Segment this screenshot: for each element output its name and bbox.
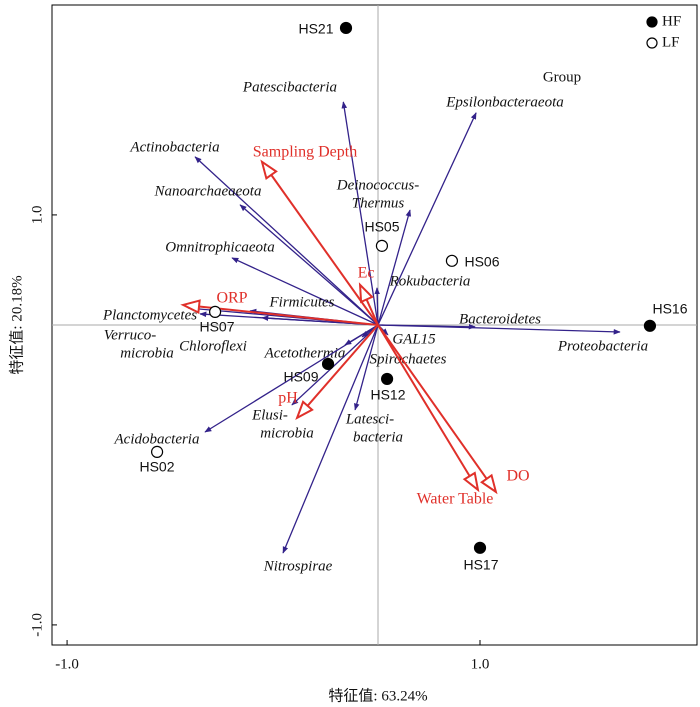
species-arrow [204,324,379,433]
legend-label: HF [662,13,681,29]
env-label: pH [278,390,298,407]
species-label: Deinococcus- [336,177,419,193]
species-label: Nitrospirae [263,558,333,574]
env-arrow-head [180,299,201,315]
sample-label: HS09 [283,369,318,385]
env-label: DO [506,468,529,485]
sample-point [321,357,335,371]
legend-label: LF [662,34,680,50]
sample-point [380,372,394,386]
species-label: Planctomycetes [102,307,197,323]
y-tick-label: 1.0 [29,206,45,225]
env-label: Ec [358,265,375,282]
species-label: Spirochaetes [370,351,447,367]
x-tick-label: 1.0 [471,656,490,672]
species-label: Acidobacteria [114,431,200,447]
y-axis-label: 特征值: 20.18% [8,275,25,374]
x-tick-label: -1.0 [55,656,79,672]
legend-marker [646,16,658,28]
env-arrow-head [260,159,278,180]
env-arrow-head [462,471,480,493]
sample-point [643,319,657,332]
sample-point [375,239,389,252]
env-arrow [377,324,471,477]
sample-label: HS06 [464,254,499,270]
y-tick-label: -1.0 [29,613,45,637]
sample-label: HS12 [370,387,405,403]
species-label: Elusi- [251,407,288,423]
species-label: Thermus [352,195,405,211]
species-arrow [282,324,379,554]
legend-marker [646,37,658,49]
sample-point [339,21,353,35]
env-arrow [365,299,379,326]
species-arrow [354,324,379,411]
species-label: Actinobacteria [129,139,219,155]
env-label: Water Table [417,491,494,508]
species-label: GAL15 [392,331,436,347]
species-arrow [194,156,379,326]
species-label: Firmicutes [269,294,335,310]
species-arrow [374,287,380,326]
sample-label: HS07 [199,319,234,335]
env-arrow [198,305,379,326]
sample-label: HS16 [652,301,687,317]
x-axis-label: 特征值: 63.24% [328,687,427,704]
env-label: ORP [216,290,247,307]
species-arrow [377,209,412,326]
env-arrow-head [358,282,374,304]
species-label: Nanoarchaeaeota [154,183,262,199]
species-label: microbia [260,425,314,441]
species-label: Chloroflexi [179,338,247,354]
sample-point [209,305,222,318]
species-label: Bacteroidetes [459,311,541,327]
species-arrow [291,324,379,406]
species-arrow [231,257,379,326]
sample-point [150,445,164,458]
sample-label: HS21 [298,21,333,37]
species-label: Verruco- [104,327,157,343]
species-arrow [341,101,379,326]
sample-point [473,541,487,554]
species-arrow [377,324,621,335]
species-label: microbia [120,345,174,361]
species-label: bacteria [353,429,403,445]
env-arrow [377,324,488,480]
species-label: Omnitrophicaeota [165,239,274,255]
env-label: Sampling Depth [253,144,357,161]
env-arrow [306,324,379,407]
legend-title: Group [543,69,581,85]
env-arrow-head [295,400,314,421]
species-label: Rokubacteria [389,273,471,289]
sample-point [445,254,459,267]
sample-label: HS02 [139,459,174,475]
species-label: Patescibacteria [242,79,337,95]
species-arrow [377,112,477,326]
species-arrow [239,204,379,326]
env-arrow-head [480,473,498,495]
species-label: Epsilonbacteraeota [445,94,563,110]
sample-label: HS17 [463,557,498,573]
sample-label: HS05 [364,219,399,235]
species-label: Latesci- [345,411,394,427]
species-label: Proteobacteria [557,338,648,354]
